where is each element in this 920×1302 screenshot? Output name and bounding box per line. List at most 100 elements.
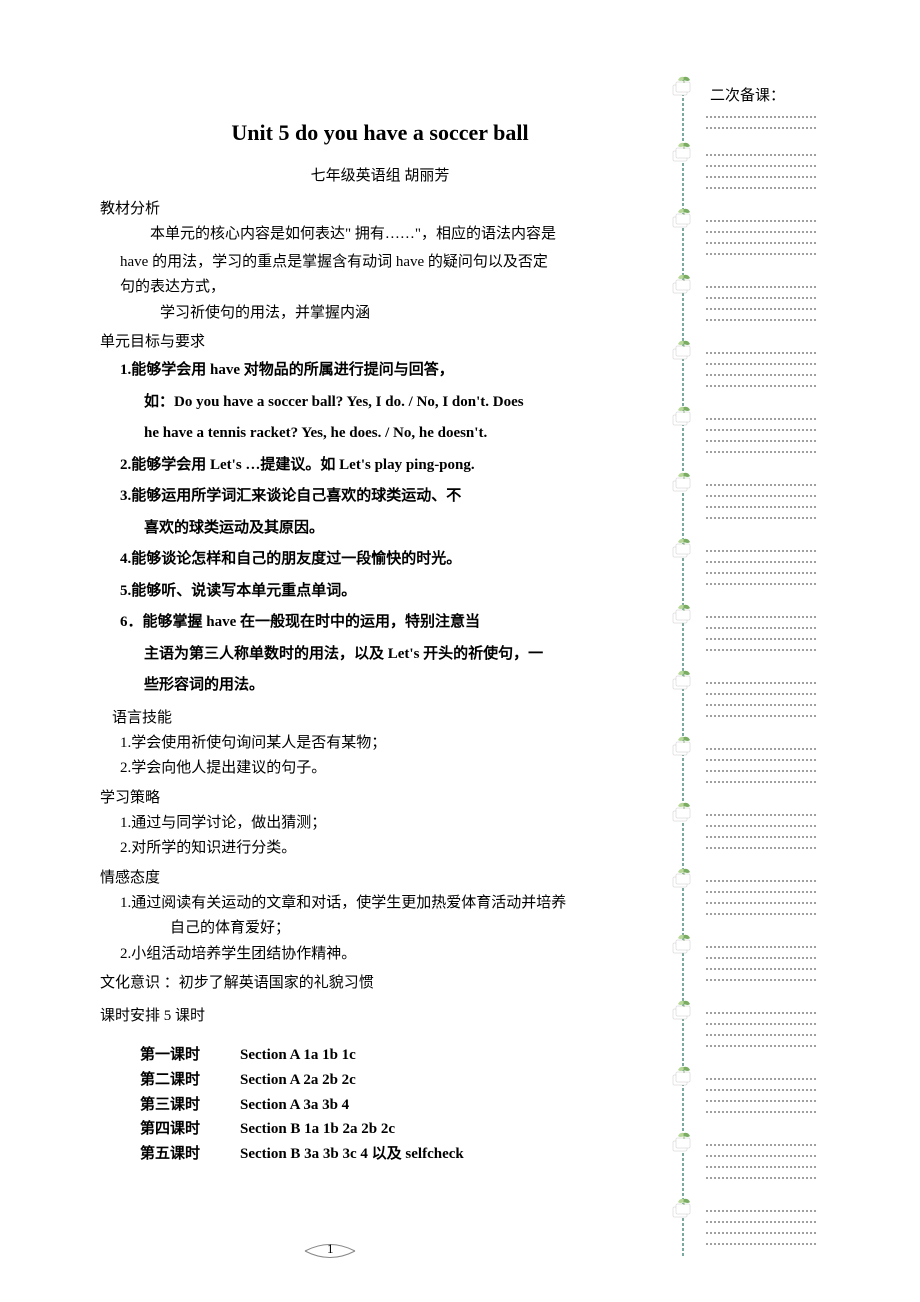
attitude-1-cont: 自己的体育爱好； xyxy=(170,916,660,942)
objective-1: 1.能够学会用 have 对物品的所属进行提问与回答， xyxy=(120,355,660,387)
note-line xyxy=(706,278,816,288)
note-line xyxy=(706,1158,816,1168)
sidebar-title: 二次备课： xyxy=(710,84,785,105)
note-line xyxy=(706,289,816,299)
objective-6: 6．能够掌握 have 在一般现在时中的运用，特别注意当 xyxy=(120,607,660,639)
analysis-p4: 学习祈使句的用法，并掌握内涵 xyxy=(160,301,660,327)
leaf-icon xyxy=(670,1064,698,1088)
attitude-2: 2.小组活动培养学生团结协作精神。 xyxy=(120,942,660,968)
note-line xyxy=(706,773,816,783)
leaf-icon xyxy=(670,470,698,494)
note-line xyxy=(706,949,816,959)
note-line xyxy=(706,674,816,684)
schedule-label: 第三课时 xyxy=(140,1093,240,1118)
objective-3: 3.能够运用所学词汇来谈论自己喜欢的球类运动、不 xyxy=(120,481,660,513)
strategy-2: 2.对所学的知识进行分类。 xyxy=(120,836,660,862)
skill-2: 2.学会向他人提出建议的句子。 xyxy=(120,756,660,782)
note-line xyxy=(706,630,816,640)
analysis-p1: 本单元的核心内容是如何表达" 拥有……"，相应的语法内容是 xyxy=(120,222,660,248)
note-line xyxy=(706,1103,816,1113)
objective-6-cont2: 些形容词的用法。 xyxy=(144,670,660,702)
attitudes-heading: 情感态度 xyxy=(100,866,660,887)
note-line xyxy=(706,1213,816,1223)
note-line xyxy=(706,1147,816,1157)
leaf-icon xyxy=(670,338,698,362)
culture-heading: 文化意识 ：初步了解英语国家的礼貌习惯 xyxy=(100,971,660,992)
note-line xyxy=(706,498,816,508)
note-line xyxy=(706,971,816,981)
note-line xyxy=(706,883,816,893)
leaf-icon xyxy=(670,1196,698,1220)
note-line xyxy=(706,1070,816,1080)
schedule-row: 第五课时Section B 3a 3b 3c 4 以及 selfcheck xyxy=(140,1142,660,1167)
unit-title: Unit 5 do you have a soccer ball xyxy=(100,120,660,146)
schedule-row: 第二课时Section A 2a 2b 2c xyxy=(140,1068,660,1093)
note-line xyxy=(706,410,816,420)
note-line xyxy=(706,421,816,431)
note-line xyxy=(706,762,816,772)
note-line xyxy=(706,223,816,233)
note-line xyxy=(706,179,816,189)
note-line xyxy=(706,1136,816,1146)
note-line xyxy=(706,542,816,552)
note-line xyxy=(706,1004,816,1014)
note-line xyxy=(706,108,816,118)
page-number: 1 xyxy=(327,1241,334,1257)
note-line xyxy=(706,938,816,948)
note-line xyxy=(706,1092,816,1102)
note-line xyxy=(706,509,816,519)
objectives-heading: 单元目标与要求 xyxy=(100,330,660,351)
note-line xyxy=(706,1081,816,1091)
schedule-label: 第一课时 xyxy=(140,1043,240,1068)
note-line xyxy=(706,751,816,761)
attitude-1: 1.通过阅读有关运动的文章和对话，使学生更加热爱体育活动并培养 xyxy=(120,891,660,917)
note-line xyxy=(706,168,816,178)
note-line xyxy=(706,245,816,255)
note-line xyxy=(706,1202,816,1212)
note-line xyxy=(706,960,816,970)
leaf-icon xyxy=(670,74,698,98)
schedule-row: 第三课时Section A 3a 3b 4 xyxy=(140,1093,660,1118)
leaf-icon xyxy=(670,404,698,428)
analysis-heading: 教材分析 xyxy=(100,197,660,218)
note-line xyxy=(706,564,816,574)
note-line xyxy=(706,619,816,629)
note-line xyxy=(706,1224,816,1234)
strategies-heading: 学习策略 xyxy=(100,786,660,807)
schedule-container: 第一课时Section A 1a 1b 1c第二课时Section A 2a 2… xyxy=(100,1043,660,1167)
note-line xyxy=(706,487,816,497)
note-line xyxy=(706,366,816,376)
note-line xyxy=(706,432,816,442)
note-line xyxy=(706,1026,816,1036)
subtitle: 七年级英语组 胡丽芳 xyxy=(100,164,660,185)
leaf-icon xyxy=(670,932,698,956)
main-content: Unit 5 do you have a soccer ball 七年级英语组 … xyxy=(100,60,660,1167)
objective-4: 4.能够谈论怎样和自己的朋友度过一段愉快的时光。 xyxy=(120,544,660,576)
schedule-label: 第四课时 xyxy=(140,1117,240,1142)
leaf-icon xyxy=(670,272,698,296)
leaf-icon xyxy=(670,866,698,890)
note-line xyxy=(706,608,816,618)
note-line xyxy=(706,1169,816,1179)
leaf-icon xyxy=(670,536,698,560)
note-line xyxy=(706,839,816,849)
note-line xyxy=(706,696,816,706)
note-line xyxy=(706,641,816,651)
note-line xyxy=(706,685,816,695)
leaf-icon xyxy=(670,998,698,1022)
objective-5: 5.能够听、说读写本单元重点单词。 xyxy=(120,576,660,608)
note-line xyxy=(706,553,816,563)
note-line xyxy=(706,443,816,453)
sidebar: 二次备课： xyxy=(670,60,820,1260)
note-line xyxy=(706,817,816,827)
note-line xyxy=(706,344,816,354)
objective-2: 2.能够学会用 Let's …提建议。如 Let's play ping-pon… xyxy=(120,450,660,482)
note-line xyxy=(706,476,816,486)
note-line xyxy=(706,575,816,585)
strategy-1: 1.通过与同学讨论，做出猜测； xyxy=(120,811,660,837)
schedule-label: 第二课时 xyxy=(140,1068,240,1093)
note-line xyxy=(706,828,816,838)
analysis-p3: 句的表达方式， xyxy=(120,275,660,301)
schedule-content: Section A 1a 1b 1c xyxy=(240,1047,356,1063)
schedule-content: Section A 2a 2b 2c xyxy=(240,1072,356,1088)
